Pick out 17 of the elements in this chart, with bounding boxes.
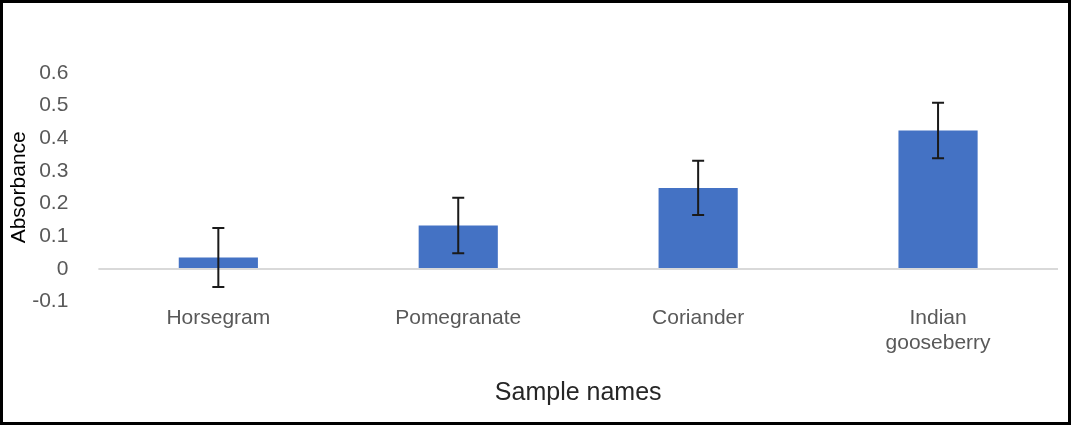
bar: [898, 130, 978, 269]
x-tick-label: Horsegram: [166, 305, 271, 328]
y-tick-label: 0.4: [39, 125, 69, 149]
x-tick-label: Coriander: [652, 305, 745, 328]
x-tick-label: Indian gooseberry: [885, 305, 992, 354]
bar: [418, 225, 498, 269]
y-tick-label: -0.1: [32, 288, 69, 312]
y-tick-label: 0.3: [39, 157, 69, 181]
x-tick-label: Pomegranate: [395, 305, 522, 328]
x-axis-title: Sample names: [494, 376, 662, 405]
y-tick-label: 0.6: [39, 59, 69, 83]
y-axis-title: Absorbance: [6, 131, 30, 244]
bar: [658, 187, 738, 269]
y-tick-label: 0.2: [39, 190, 69, 214]
y-tick-label: 0: [56, 255, 69, 279]
y-tick-label: 0.5: [39, 92, 69, 116]
y-tick-label: 0.1: [39, 223, 69, 247]
